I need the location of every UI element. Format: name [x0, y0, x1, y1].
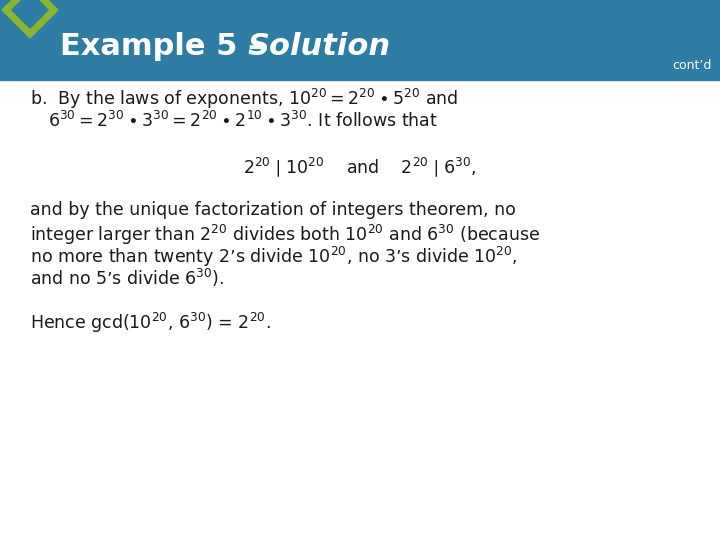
- Text: b.  By the laws of exponents, $10^{20} = 2^{20} \bullet 5^{20}$ and: b. By the laws of exponents, $10^{20} = …: [30, 87, 459, 111]
- Text: $2^{20} \mid 10^{20}$    and    $2^{20} \mid 6^{30}$,: $2^{20} \mid 10^{20}$ and $2^{20} \mid 6…: [243, 155, 477, 179]
- Text: Solution: Solution: [248, 32, 391, 61]
- Text: cont’d: cont’d: [672, 59, 712, 72]
- Polygon shape: [12, 0, 48, 28]
- Bar: [0, 0, 720, 80]
- Text: Hence gcd($10^{20}$, $6^{30}$) = $2^{20}$.: Hence gcd($10^{20}$, $6^{30}$) = $2^{20}…: [30, 311, 271, 335]
- Text: integer larger than $2^{20}$ divides both $10^{20}$ and $6^{30}$ (because: integer larger than $2^{20}$ divides bot…: [30, 223, 540, 247]
- Text: no more than twenty 2’s divide $10^{20}$, no 3’s divide $10^{20}$,: no more than twenty 2’s divide $10^{20}$…: [30, 245, 518, 269]
- Text: Example 5 –: Example 5 –: [60, 32, 274, 61]
- Polygon shape: [2, 0, 58, 38]
- Text: and by the unique factorization of integers theorem, no: and by the unique factorization of integ…: [30, 201, 516, 219]
- Text: and no 5’s divide $6^{30}$).: and no 5’s divide $6^{30}$).: [30, 267, 225, 289]
- Text: $6^{30} = 2^{30} \bullet 3^{30} = 2^{20} \bullet 2^{10} \bullet 3^{30}$. It foll: $6^{30} = 2^{30} \bullet 3^{30} = 2^{20}…: [48, 111, 438, 131]
